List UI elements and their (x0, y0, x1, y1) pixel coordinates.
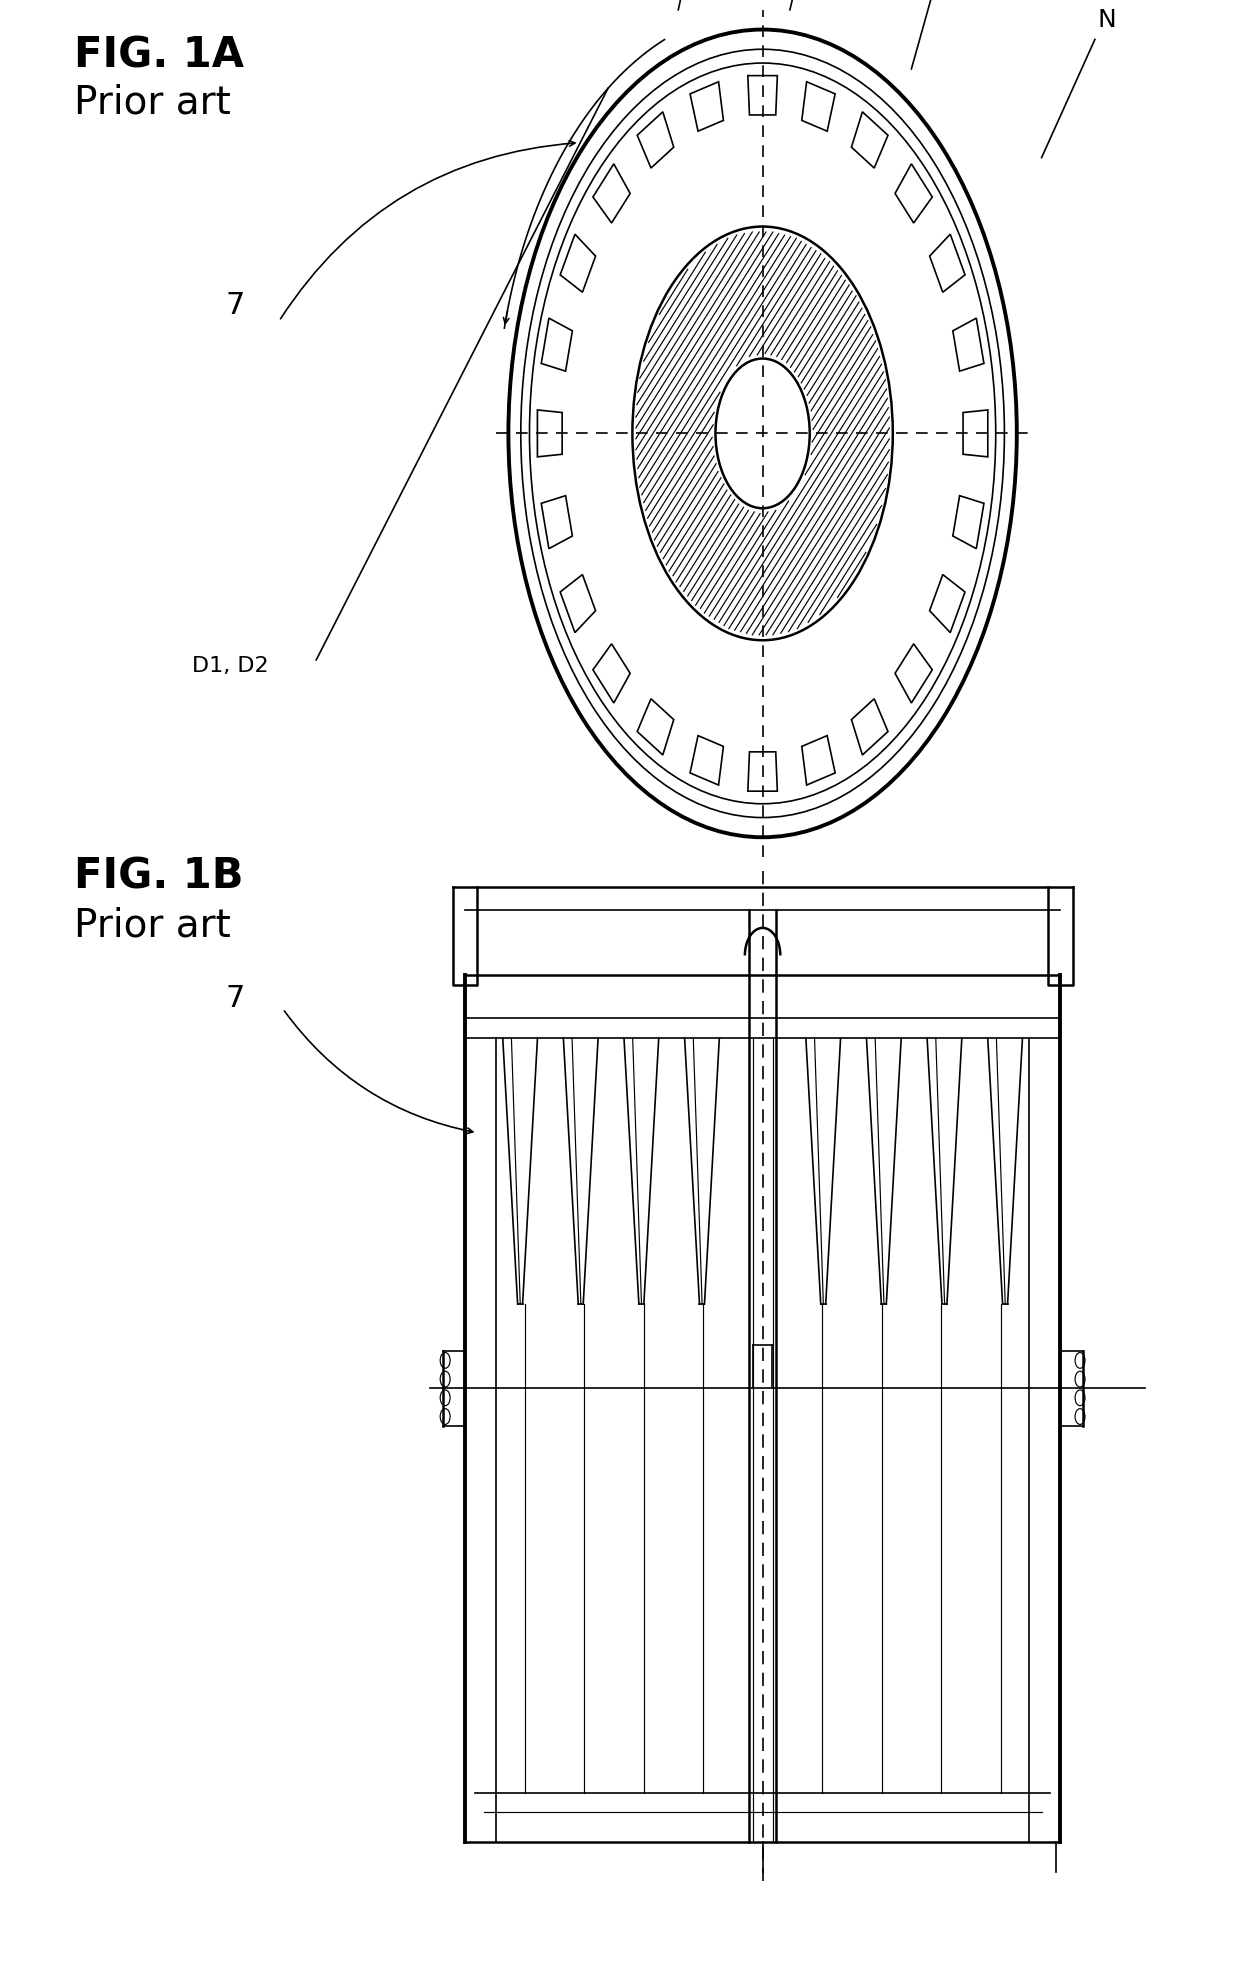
Text: Prior art: Prior art (74, 906, 231, 946)
Text: Prior art: Prior art (74, 83, 231, 122)
Text: FIG. 1A: FIG. 1A (74, 33, 244, 77)
Text: D1, D2: D1, D2 (192, 656, 269, 676)
Text: N: N (1097, 8, 1117, 32)
Text: 7: 7 (226, 292, 246, 319)
Text: FIG. 1B: FIG. 1B (74, 855, 244, 898)
Circle shape (502, 20, 1023, 847)
Text: 7: 7 (226, 985, 246, 1013)
Circle shape (717, 361, 808, 506)
